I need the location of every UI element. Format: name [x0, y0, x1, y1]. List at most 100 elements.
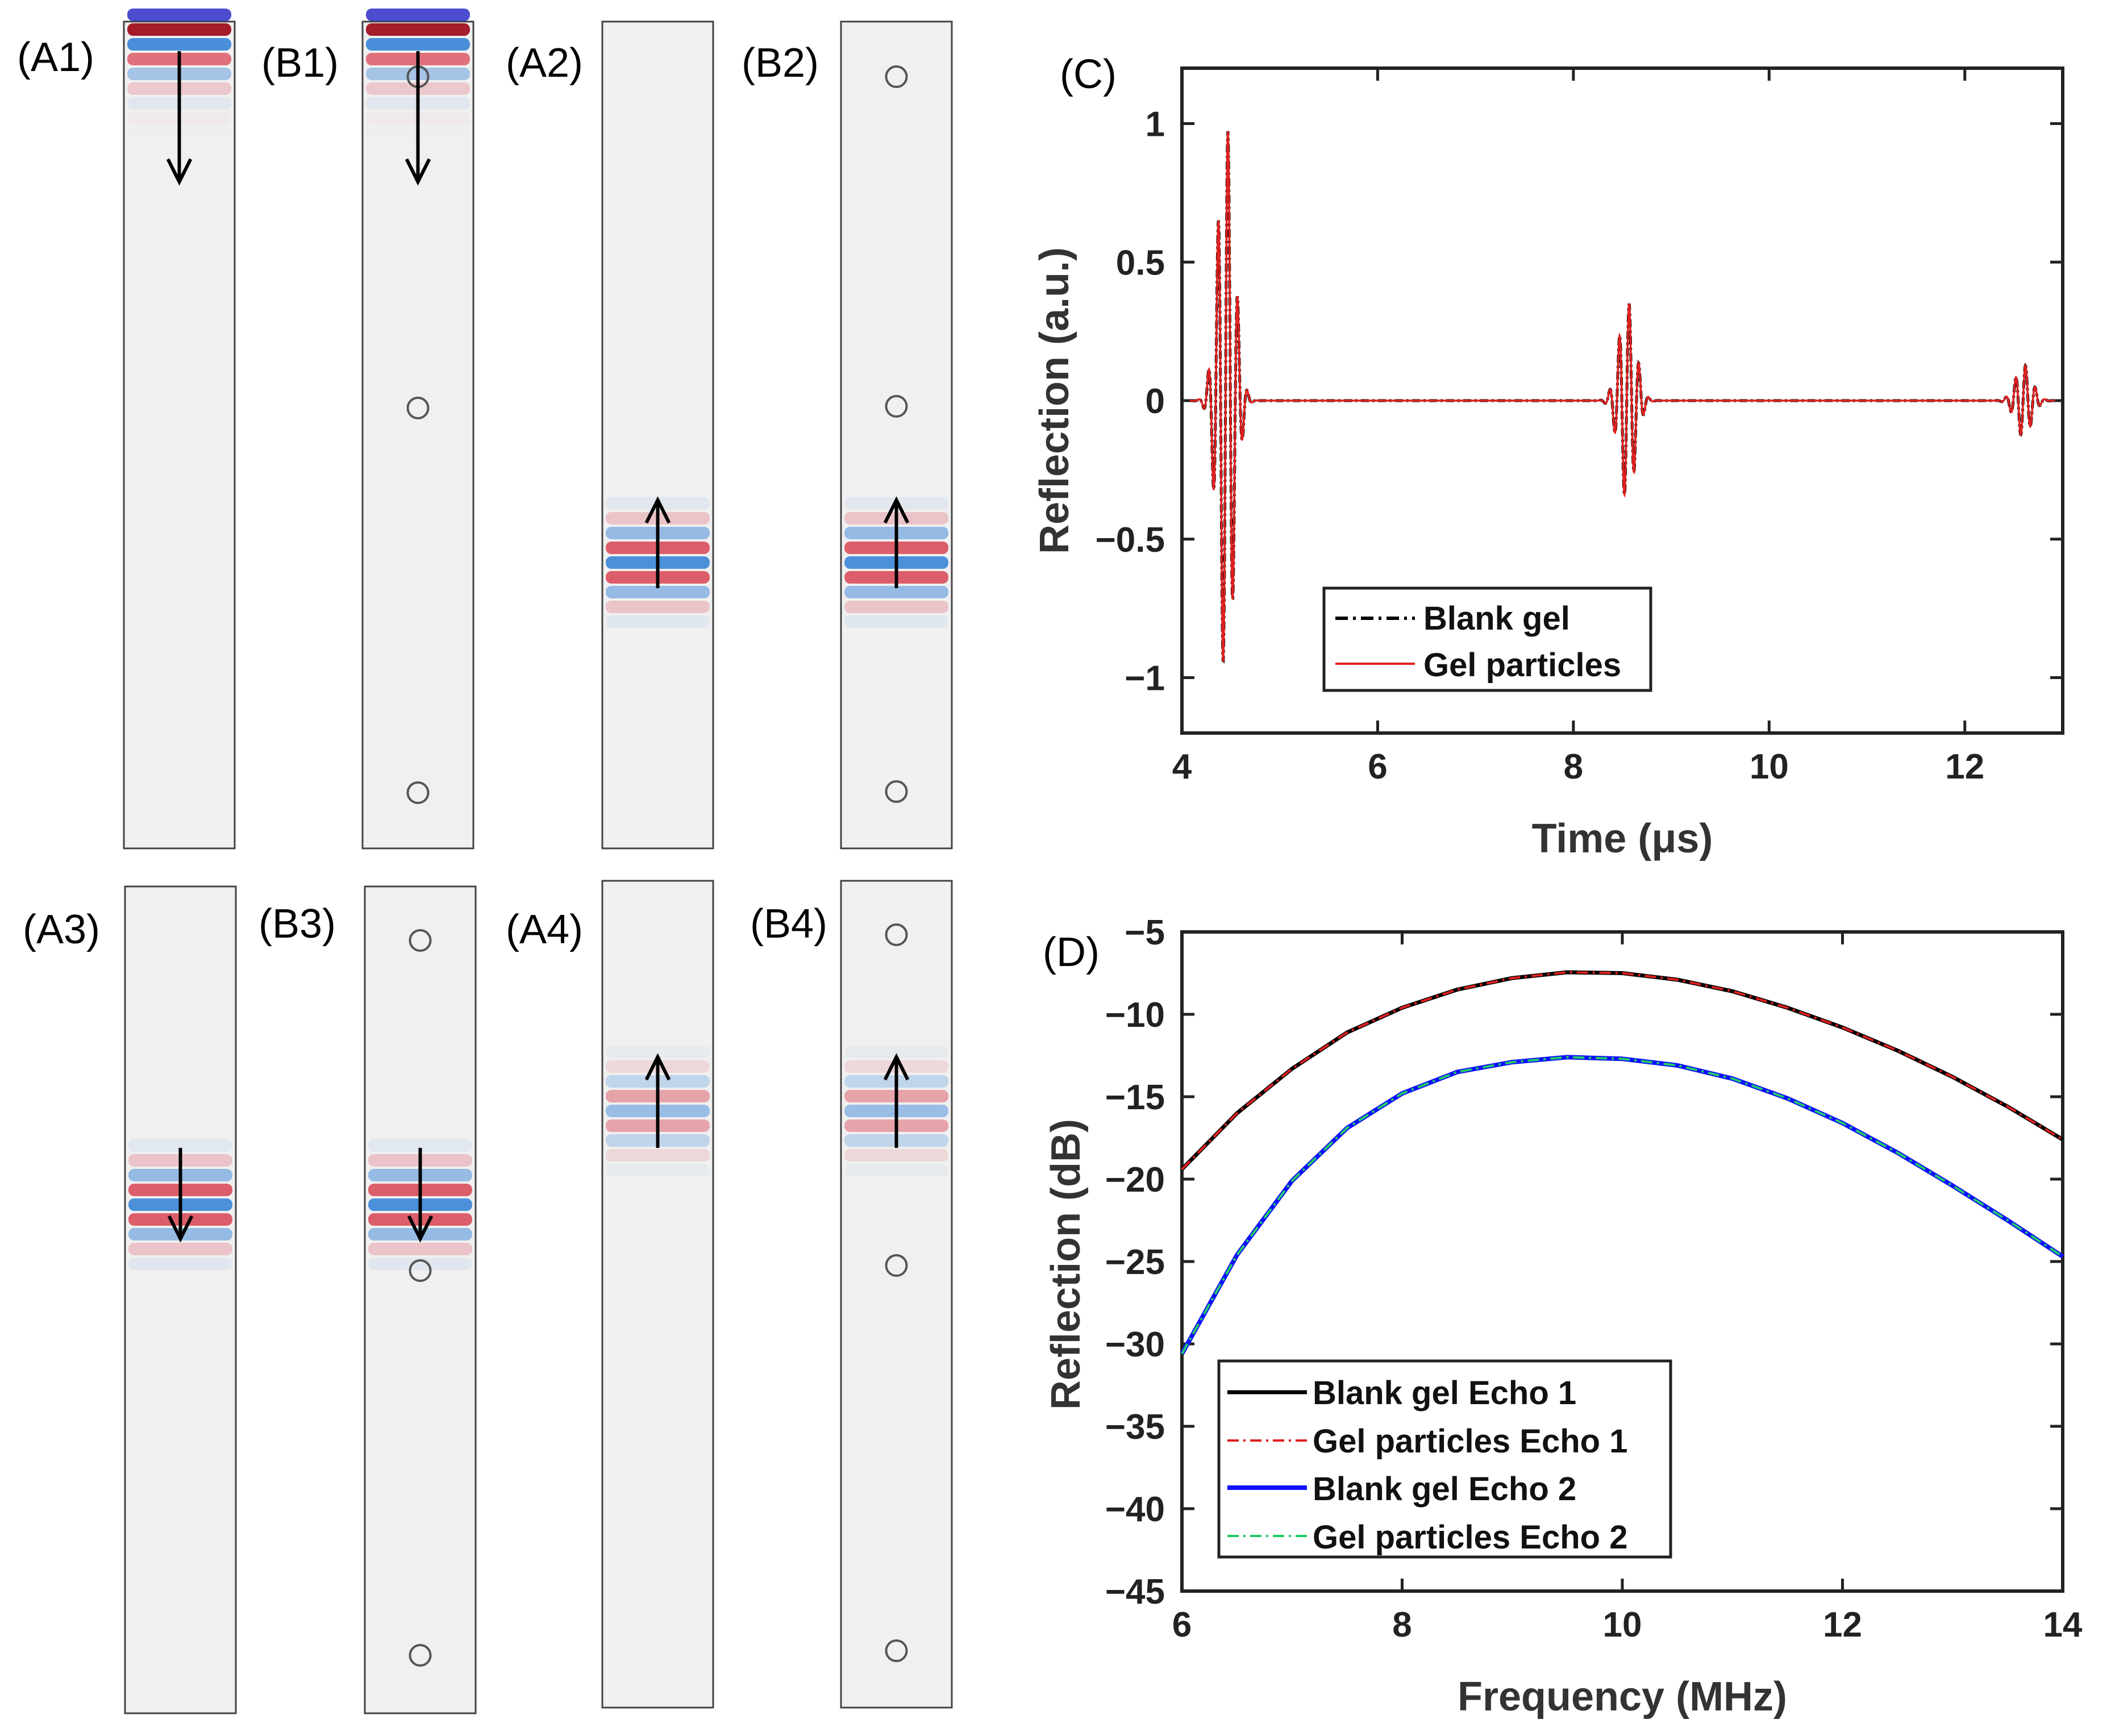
wave-band	[368, 1243, 472, 1255]
chart-c-ylabel: Reflection (a.u.)	[1032, 247, 1077, 554]
strip-a1	[123, 9, 236, 850]
chart-c-xtick-label: 8	[1564, 747, 1583, 786]
chart-c-xtick-label: 12	[1945, 747, 1984, 786]
simulation-strips	[123, 9, 953, 1714]
chart-c-xtick-label: 6	[1368, 747, 1387, 786]
wave-band	[606, 1046, 710, 1058]
arrow-head	[407, 1215, 434, 1243]
chart-d-legend: Blank gel Echo 1 Gel particles Echo 1 Bl…	[1217, 1359, 1672, 1559]
strip-b2	[840, 20, 953, 850]
wave-band	[844, 1164, 948, 1176]
wave-band	[366, 38, 470, 51]
strip-a4	[601, 880, 714, 1709]
chart-d-ytick-label: −20	[1105, 1160, 1165, 1200]
chart-d-xtick-label: 6	[1172, 1605, 1192, 1645]
arrow-head	[166, 158, 193, 186]
arrow-head	[883, 1053, 910, 1081]
strip-frame	[840, 20, 953, 850]
wave-band	[366, 9, 470, 21]
chart-d-xlabel: Frequency (MHz)	[1458, 1674, 1787, 1720]
label-a1: (A1)	[17, 35, 94, 80]
wave-band	[844, 1149, 948, 1162]
wave-band	[368, 1258, 472, 1270]
chart-d-ytick-label: −25	[1105, 1243, 1165, 1282]
label-b3: (B3)	[259, 901, 336, 947]
wave-band	[128, 1243, 232, 1255]
chart-d-ytick-label: −40	[1105, 1490, 1165, 1529]
gel-particle	[885, 1639, 908, 1662]
strip-frame	[601, 20, 714, 850]
chart-d-ytick-label: −10	[1105, 996, 1165, 1035]
wave-band	[844, 586, 948, 598]
gel-particle	[409, 929, 432, 952]
gel-particle	[409, 1259, 432, 1282]
wave-band	[606, 1149, 710, 1162]
label-b1: (B1)	[261, 40, 339, 86]
label-b4: (B4)	[750, 901, 827, 947]
strip-b3	[364, 885, 477, 1714]
gel-particle	[885, 395, 908, 418]
strip-frame	[840, 880, 953, 1709]
wave-band	[844, 1046, 948, 1058]
chart-c-ticks: 4 6 8 10 12 −1 −0.5 0 0.5 1	[1096, 68, 2063, 786]
strip-b4	[840, 880, 953, 1709]
arrow-head	[167, 1215, 194, 1243]
legend-label-gel-particles: Gel particles	[1423, 647, 1621, 684]
label-a2: (A2)	[506, 40, 583, 86]
chart-c-legend: Blank gel Gel particles	[1322, 586, 1652, 692]
legend-label-gel-particles-echo-1: Gel particles Echo 1	[1313, 1423, 1627, 1460]
chart-d: (D) 6 8 10 12 14 −45 −40 −35 −30 −25 −20 −15 −10 −5 F…	[1043, 913, 2083, 1720]
wave-band	[368, 1139, 472, 1152]
strip-frame	[601, 880, 714, 1709]
chart-d-ytick-label: −35	[1105, 1408, 1165, 1447]
chart-d-ylabel: Reflection (dB)	[1043, 1119, 1089, 1410]
wave-band	[127, 38, 231, 51]
chart-c-xtick-label: 10	[1750, 747, 1789, 786]
chart-d-xtick-label: 10	[1603, 1605, 1642, 1645]
chart-c-ytick-label: 0.5	[1116, 243, 1165, 282]
chart-c-ytick-label: 1	[1146, 105, 1165, 144]
wave-band	[606, 1164, 710, 1176]
wave-band	[127, 23, 231, 36]
wave-band	[606, 586, 710, 598]
chart-d-ytick-label: −30	[1105, 1325, 1165, 1364]
chart-d-ytick-label: −45	[1105, 1572, 1165, 1612]
arrow-head	[644, 496, 671, 524]
strip-frame	[364, 885, 477, 1714]
wave-band	[844, 615, 948, 628]
gel-particle	[406, 781, 430, 804]
label-d: (D)	[1043, 930, 1100, 975]
wave-band	[128, 1258, 232, 1270]
gel-particle	[885, 923, 908, 946]
wave-band	[127, 9, 231, 21]
chart-c-xtick-label: 4	[1172, 747, 1192, 786]
wave-band	[366, 23, 470, 36]
chart-d-xtick-label: 8	[1392, 1605, 1412, 1645]
label-b2: (B2)	[742, 40, 819, 86]
legend-label-blank-gel-echo-2: Blank gel Echo 2	[1313, 1471, 1576, 1508]
legend-label-gel-particles-echo-2: Gel particles Echo 2	[1313, 1519, 1627, 1556]
chart-d-ytick-label: −15	[1105, 1078, 1165, 1117]
chart-c-ytick-label: −1	[1125, 659, 1165, 698]
chart-c-ytick-label: −0.5	[1096, 521, 1165, 560]
chart-d-xtick-label: 14	[2043, 1605, 2083, 1645]
label-a3: (A3)	[23, 907, 100, 952]
chart-d-ytick-label: −5	[1125, 913, 1165, 952]
wave-band	[128, 1139, 232, 1152]
gel-particle	[885, 1254, 908, 1277]
arrow-head	[883, 496, 910, 524]
legend-label-blank-gel: Blank gel	[1423, 600, 1570, 637]
arrow-head	[405, 158, 431, 186]
chart-d-xtick-label: 12	[1823, 1605, 1862, 1645]
chart-c: (C) 4 6 8 10 12 −1 −0.5 0 0.5 1 Time (μs) Reflect…	[1032, 52, 2064, 861]
strip-a3	[124, 885, 237, 1714]
arrow-head	[644, 1053, 671, 1081]
gel-particle	[885, 65, 908, 88]
chart-c-xlabel: Time (μs)	[1532, 816, 1713, 861]
strip-frame	[124, 885, 237, 1714]
gel-particle	[885, 780, 908, 803]
wave-band	[606, 615, 710, 628]
chart-c-ytick-label: 0	[1146, 382, 1165, 421]
chart-d-ticks: 6 8 10 12 14 −45 −40 −35 −30 −25 −20 −15 −10 −5	[1105, 913, 2083, 1645]
